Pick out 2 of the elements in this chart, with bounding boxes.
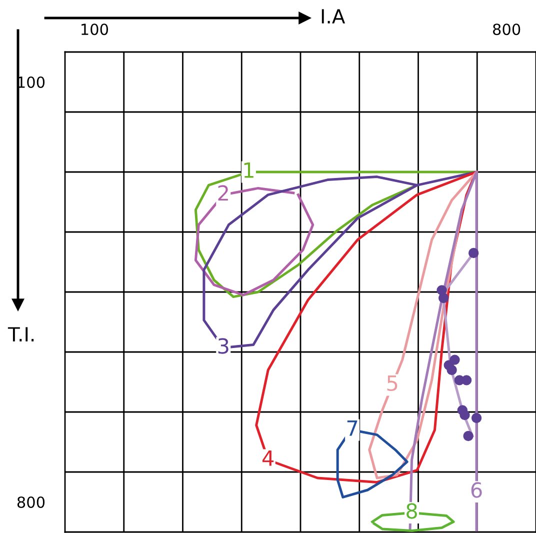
y-axis-title: T.I.	[8, 327, 34, 342]
x-axis-title: I.A	[322, 9, 346, 24]
